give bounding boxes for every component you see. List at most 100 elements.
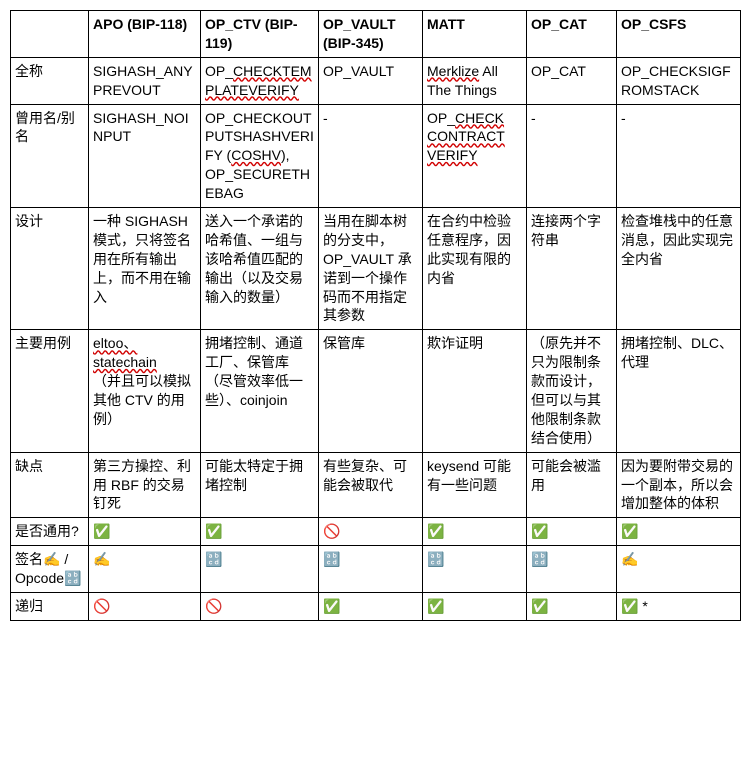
cell: Merklize All The Things [423,57,527,104]
cell: OP_CHECK CONTRACT VERIFY [423,104,527,207]
abcd-icon: 🔡 [64,570,81,586]
row-label: 递归 [11,593,89,621]
row-design: 设计 一种 SIGHASH 模式，只将签名用在所有输出上，而不用在输入 送入一个… [11,208,741,330]
cell: ✅ [201,518,319,546]
row-label: 签名✍️ / Opcode🔡 [11,546,89,593]
cell: 🚫 [89,593,201,621]
abcd-icon: 🔡 [531,551,548,567]
row-label: 设计 [11,208,89,330]
cell: 有些复杂、可能会被取代 [319,452,423,518]
text: OP_ [427,110,455,126]
cell: ✅ [423,518,527,546]
table-header-row: APO (BIP-118) OP_CTV (BIP-119) OP_VAULT … [11,11,741,58]
header-apo: APO (BIP-118) [89,11,201,58]
no-icon: 🚫 [93,598,110,614]
cell: ✅ [89,518,201,546]
cell: 连接两个字符串 [527,208,617,330]
check-icon: ✅ [205,523,222,539]
row-recursion: 递归 🚫 🚫 ✅ ✅ ✅ ✅ * [11,593,741,621]
spelling-error: eltoo、 [93,335,137,351]
row-label: 全称 [11,57,89,104]
header-ctv: OP_CTV (BIP-119) [201,11,319,58]
check-icon: ✅ [93,523,110,539]
cell: keysend 可能有一些问题 [423,452,527,518]
cell: OP_CHECKSIGFROMSTACK [617,57,741,104]
cell: 🔡 [319,546,423,593]
row-sig-opcode: 签名✍️ / Opcode🔡 ✍️ 🔡 🔡 🔡 🔡 ✍️ [11,546,741,593]
cell: 送入一个承诺的哈希值、一组与该哈希值匹配的输出（以及交易输入的数量） [201,208,319,330]
cell: ✅ [527,518,617,546]
cell: 🚫 [319,518,423,546]
text: OP_ [205,63,233,79]
cell: ✍️ [617,546,741,593]
text: OP_SECURETHEBAG [205,166,310,201]
cell: eltoo、 statechain （并且可以模拟其他 CTV 的用例） [89,330,201,452]
cell: SIGHASH_ANYPREVOUT [89,57,201,104]
cell: 因为要附带交易的一个副本，所以会增加整体的体积 [617,452,741,518]
row-label: 缺点 [11,452,89,518]
check-icon: ✅ [531,598,548,614]
cell: - [527,104,617,207]
pen-icon: ✍️ [43,551,60,567]
check-icon: ✅ [427,598,444,614]
cell: ✅ * [617,593,741,621]
cell: ✅ [319,593,423,621]
check-icon: ✅ [427,523,444,539]
spelling-error: VERIFY [427,147,478,163]
cell: 检查堆栈中的任意消息，因此实现完全内省 [617,208,741,330]
row-use-cases: 主要用例 eltoo、 statechain （并且可以模拟其他 CTV 的用例… [11,330,741,452]
cell: （原先并不只为限制条款而设计，但可以与其他限制条款结合使用） [527,330,617,452]
check-icon: ✅ [531,523,548,539]
cell: 🔡 [423,546,527,593]
cell: 当用在脚本树的分支中，OP_VAULT 承诺到一个操作码而不用指定其参数 [319,208,423,330]
cell: 保管库 [319,330,423,452]
row-label: 主要用例 [11,330,89,452]
cell: ✍️ [89,546,201,593]
cell: - [617,104,741,207]
row-cons: 缺点 第三方操控、利用 RBF 的交易钉死 可能太特定于拥堵控制 有些复杂、可能… [11,452,741,518]
spelling-error: CONTRACT [427,128,505,144]
cell: OP_CAT [527,57,617,104]
row-label: 曾用名/别名 [11,104,89,207]
abcd-icon: 🔡 [323,551,340,567]
header-vault: OP_VAULT (BIP-345) [319,11,423,58]
spelling-error: CHECK [455,110,504,126]
header-csfs: OP_CSFS [617,11,741,58]
check-icon: ✅ * [621,598,648,614]
cell: ✅ [527,593,617,621]
pen-icon: ✍️ [621,551,638,567]
text: 签名 [15,551,43,567]
no-icon: 🚫 [205,598,222,614]
comparison-table: APO (BIP-118) OP_CTV (BIP-119) OP_VAULT … [10,10,741,621]
check-icon: ✅ [621,523,638,539]
abcd-icon: 🔡 [427,551,444,567]
cell: 🚫 [201,593,319,621]
header-blank [11,11,89,58]
cell: 第三方操控、利用 RBF 的交易钉死 [89,452,201,518]
no-icon: 🚫 [323,523,340,539]
pen-icon: ✍️ [93,551,110,567]
cell: OP_CHECKOUTPUTSHASHVERIFY (COSHV), OP_SE… [201,104,319,207]
header-cat: OP_CAT [527,11,617,58]
header-matt: MATT [423,11,527,58]
cell: 可能会被滥用 [527,452,617,518]
cell: - [319,104,423,207]
row-full-name: 全称 SIGHASH_ANYPREVOUT OP_CHECKTEMPLATEVE… [11,57,741,104]
spelling-error: Merklize [427,63,479,79]
cell: ✅ [423,593,527,621]
cell: OP_VAULT [319,57,423,104]
cell: ✅ [617,518,741,546]
cell: 拥堵控制、DLC、代理 [617,330,741,452]
text: ), [281,147,290,163]
cell: 🔡 [201,546,319,593]
cell: 可能太特定于拥堵控制 [201,452,319,518]
row-alias: 曾用名/别名 SIGHASH_NOINPUT OP_CHECKOUTPUTSHA… [11,104,741,207]
cell: 在合约中检验任意程序，因此实现有限的内省 [423,208,527,330]
cell: 欺诈证明 [423,330,527,452]
cell: 一种 SIGHASH 模式，只将签名用在所有输出上，而不用在输入 [89,208,201,330]
row-label: 是否通用? [11,518,89,546]
cell: SIGHASH_NOINPUT [89,104,201,207]
check-icon: ✅ [323,598,340,614]
cell: 拥堵控制、通道工厂、保管库（尽管效率低一些）、coinjoin [201,330,319,452]
cell: OP_CHECKTEMPLATEVERIFY [201,57,319,104]
